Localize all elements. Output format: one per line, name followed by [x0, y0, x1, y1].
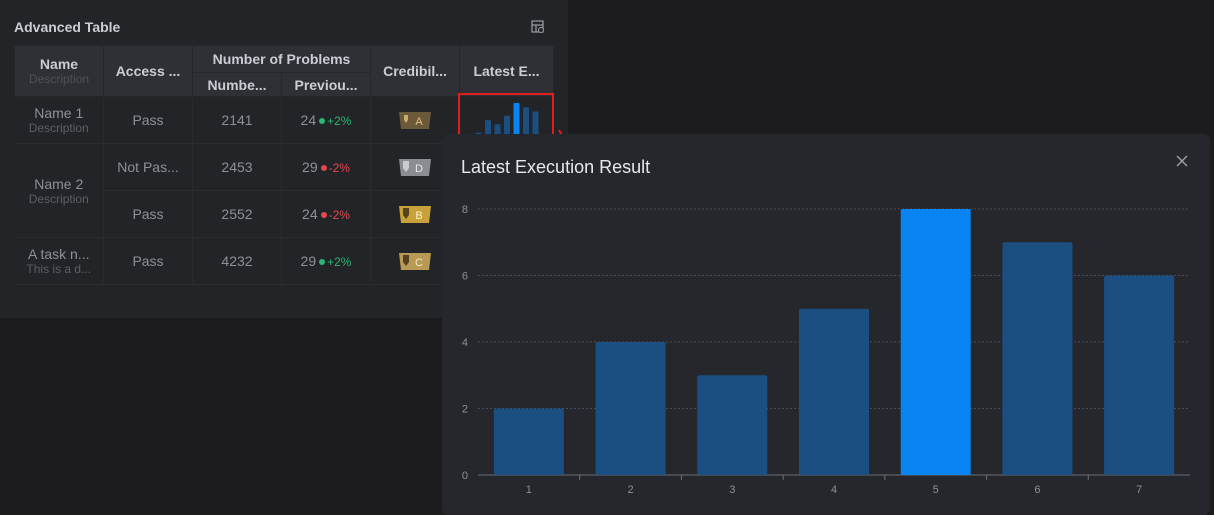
- cell-access: Pass: [103, 237, 193, 285]
- y-tick-label: 0: [462, 470, 468, 482]
- cell-number: 4232: [192, 237, 282, 285]
- row-name: Name 2: [34, 175, 84, 192]
- y-tick-label: 6: [462, 271, 468, 283]
- x-tick-label: 1: [526, 484, 532, 496]
- grade-badge-icon: D: [399, 159, 432, 176]
- cell-number: 2141: [192, 96, 282, 144]
- previous-value: 24: [300, 112, 317, 128]
- sparkline-bar: [513, 102, 520, 137]
- row-description: Description: [28, 191, 89, 206]
- header-credibility[interactable]: Credibil...: [370, 45, 461, 97]
- grade-badge-icon: B: [399, 206, 432, 223]
- cell-number: 2552: [192, 190, 282, 238]
- chart-bar[interactable]: [900, 209, 971, 475]
- y-tick-label: 4: [462, 337, 468, 349]
- trend-down-icon: [320, 212, 327, 218]
- sparkline-bar: [494, 123, 501, 137]
- modal-title: Latest Execution Result: [461, 157, 651, 177]
- cell-access: Pass: [103, 190, 193, 238]
- previous-value: 29: [302, 159, 318, 175]
- sparkline-highlight-box: [458, 93, 554, 140]
- cell-previous: 24 -2%: [281, 190, 372, 238]
- close-icon[interactable]: [1175, 154, 1189, 168]
- header-problems-group: Number of Problems: [191, 45, 372, 73]
- chart-bar[interactable]: [697, 375, 768, 475]
- cell-access: Pass: [103, 96, 193, 144]
- header-name-sub: Description: [28, 72, 90, 86]
- trend-value: +2%: [327, 255, 352, 269]
- header-name[interactable]: Name Description: [14, 45, 104, 97]
- execution-result-modal: Latest Execution Result 0 2 4 6 8 1 2 3 4 5 6 7: [442, 134, 1210, 515]
- previous-value: 29: [300, 253, 317, 269]
- chart-bar[interactable]: [1002, 242, 1073, 475]
- cell-previous: 29 -2%: [281, 143, 372, 191]
- x-tick-label: 5: [933, 484, 939, 496]
- header-access[interactable]: Access ...: [103, 45, 193, 97]
- cell-name: Name 1 Description: [14, 96, 104, 144]
- table-settings-icon[interactable]: [531, 20, 545, 34]
- trend-up-icon: [319, 118, 326, 124]
- grade-badge-icon: C: [399, 253, 432, 270]
- x-tick-label: 3: [729, 484, 735, 496]
- header-latest-execution[interactable]: Latest E...: [459, 45, 555, 97]
- trend-value: -2%: [328, 161, 350, 175]
- panel-title: Advanced Table: [14, 19, 121, 35]
- header-previous[interactable]: Previou...: [280, 72, 372, 97]
- sparkline-bar: [503, 115, 510, 137]
- cell-name: Name 2 Description: [14, 143, 104, 238]
- trend-down-icon: [320, 165, 327, 171]
- cell-number: 2453: [192, 143, 282, 191]
- sparkline-bar: [532, 111, 539, 137]
- grade-badge-icon: A: [399, 112, 432, 129]
- cell-access: Not Pas...: [103, 143, 193, 191]
- grade-letter: C: [415, 257, 423, 269]
- sparkline-chart[interactable]: [467, 99, 547, 139]
- x-tick-label: 4: [831, 484, 837, 496]
- row-name: Name 1: [34, 105, 84, 121]
- chart-bar[interactable]: [595, 342, 666, 475]
- x-tick-label: 2: [628, 484, 634, 496]
- row-name: A task n...: [28, 246, 90, 262]
- header-number[interactable]: Numbe...: [192, 72, 282, 97]
- chart-bar[interactable]: [493, 408, 564, 476]
- trend-value: -2%: [328, 208, 350, 222]
- grade-letter: A: [415, 116, 423, 128]
- sparkline-bar: [484, 119, 491, 137]
- header-name-label: Name: [39, 56, 79, 72]
- cell-previous: 29 +2%: [281, 237, 372, 285]
- row-description: Description: [28, 121, 89, 135]
- chart-bar[interactable]: [799, 308, 869, 475]
- sparkline-bar: [522, 106, 529, 137]
- cell-previous: 24 +2%: [281, 96, 372, 144]
- advanced-table-panel: Advanced Table Name Description Access .…: [0, 0, 568, 318]
- row-description: This is a d...: [26, 262, 92, 276]
- cell-name: A task n... This is a d...: [14, 237, 104, 285]
- execution-bar-chart: 0 2 4 6 8 1 2 3 4 5 6 7: [462, 204, 1190, 496]
- previous-value: 24: [302, 206, 318, 222]
- trend-up-icon: [319, 259, 326, 265]
- grade-letter: B: [415, 210, 422, 222]
- x-tick-label: 6: [1034, 484, 1040, 496]
- chart-bar[interactable]: [1104, 275, 1175, 476]
- grade-letter: D: [415, 163, 423, 175]
- x-tick-label: 7: [1136, 484, 1142, 496]
- y-tick-label: 2: [462, 404, 468, 416]
- y-tick-label: 8: [462, 204, 468, 216]
- trend-value: +2%: [327, 114, 352, 128]
